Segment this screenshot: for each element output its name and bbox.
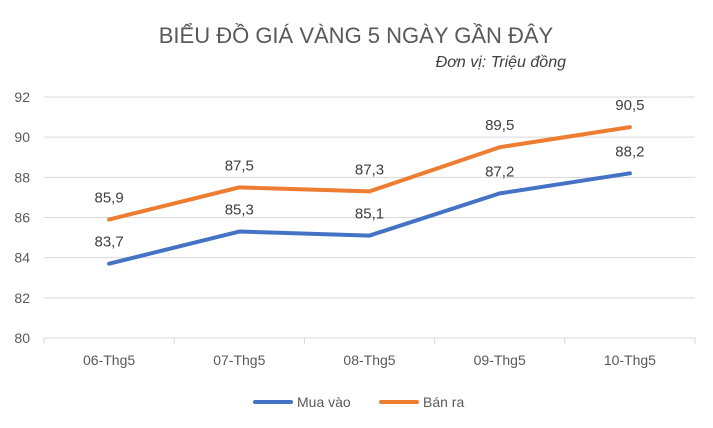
data-label: 85,3 bbox=[225, 202, 254, 219]
legend-label-2: Bán ra bbox=[423, 394, 464, 410]
x-tick-label: 09-Thg5 bbox=[474, 352, 526, 368]
y-axis-ticks: 80 82 84 86 88 90 92 bbox=[14, 89, 30, 346]
y-tick-label: 84 bbox=[14, 250, 30, 266]
series-group bbox=[107, 125, 632, 266]
data-label: 87,2 bbox=[485, 163, 514, 180]
x-tick-label: 07-Thg5 bbox=[213, 352, 265, 368]
data-label: 85,9 bbox=[94, 190, 123, 207]
y-tick-label: 92 bbox=[14, 89, 30, 105]
data-label: 87,3 bbox=[355, 161, 384, 178]
data-label: 87,5 bbox=[225, 157, 254, 174]
chart-subtitle: Đơn vị: Triệu đồng bbox=[436, 54, 566, 71]
data-label: 83,7 bbox=[94, 234, 123, 251]
y-tick-label: 90 bbox=[14, 129, 30, 145]
y-tick-label: 80 bbox=[14, 330, 30, 346]
y-tick-label: 88 bbox=[14, 169, 30, 185]
data-labels: 83,7 85,3 85,1 87,2 88,2 85,9 87,5 87,3 89,5 90,5 bbox=[94, 97, 644, 251]
data-label: 89,5 bbox=[485, 117, 514, 134]
gridlines bbox=[44, 96, 695, 339]
chart-title: BIỂU ĐỒ GIÁ VÀNG 5 NGÀY GẦN ĐÂY bbox=[159, 23, 554, 48]
x-axis-ticks: 06-Thg5 07-Thg5 08-Thg5 09-Thg5 10-Thg5 bbox=[43, 338, 696, 368]
series-line-1 bbox=[107, 171, 632, 266]
data-label: 90,5 bbox=[615, 97, 644, 114]
legend-label-1: Mua vào bbox=[297, 394, 351, 410]
x-tick-label: 06-Thg5 bbox=[83, 352, 135, 368]
data-label: 85,1 bbox=[355, 206, 384, 223]
series-line-2 bbox=[107, 125, 632, 222]
y-tick-label: 86 bbox=[14, 210, 30, 226]
y-tick-label: 82 bbox=[14, 290, 30, 306]
legend: Mua vào Bán ra bbox=[253, 394, 464, 410]
x-tick-label: 10-Thg5 bbox=[604, 352, 656, 368]
data-label: 88,2 bbox=[615, 143, 644, 160]
x-tick-label: 08-Thg5 bbox=[343, 352, 395, 368]
